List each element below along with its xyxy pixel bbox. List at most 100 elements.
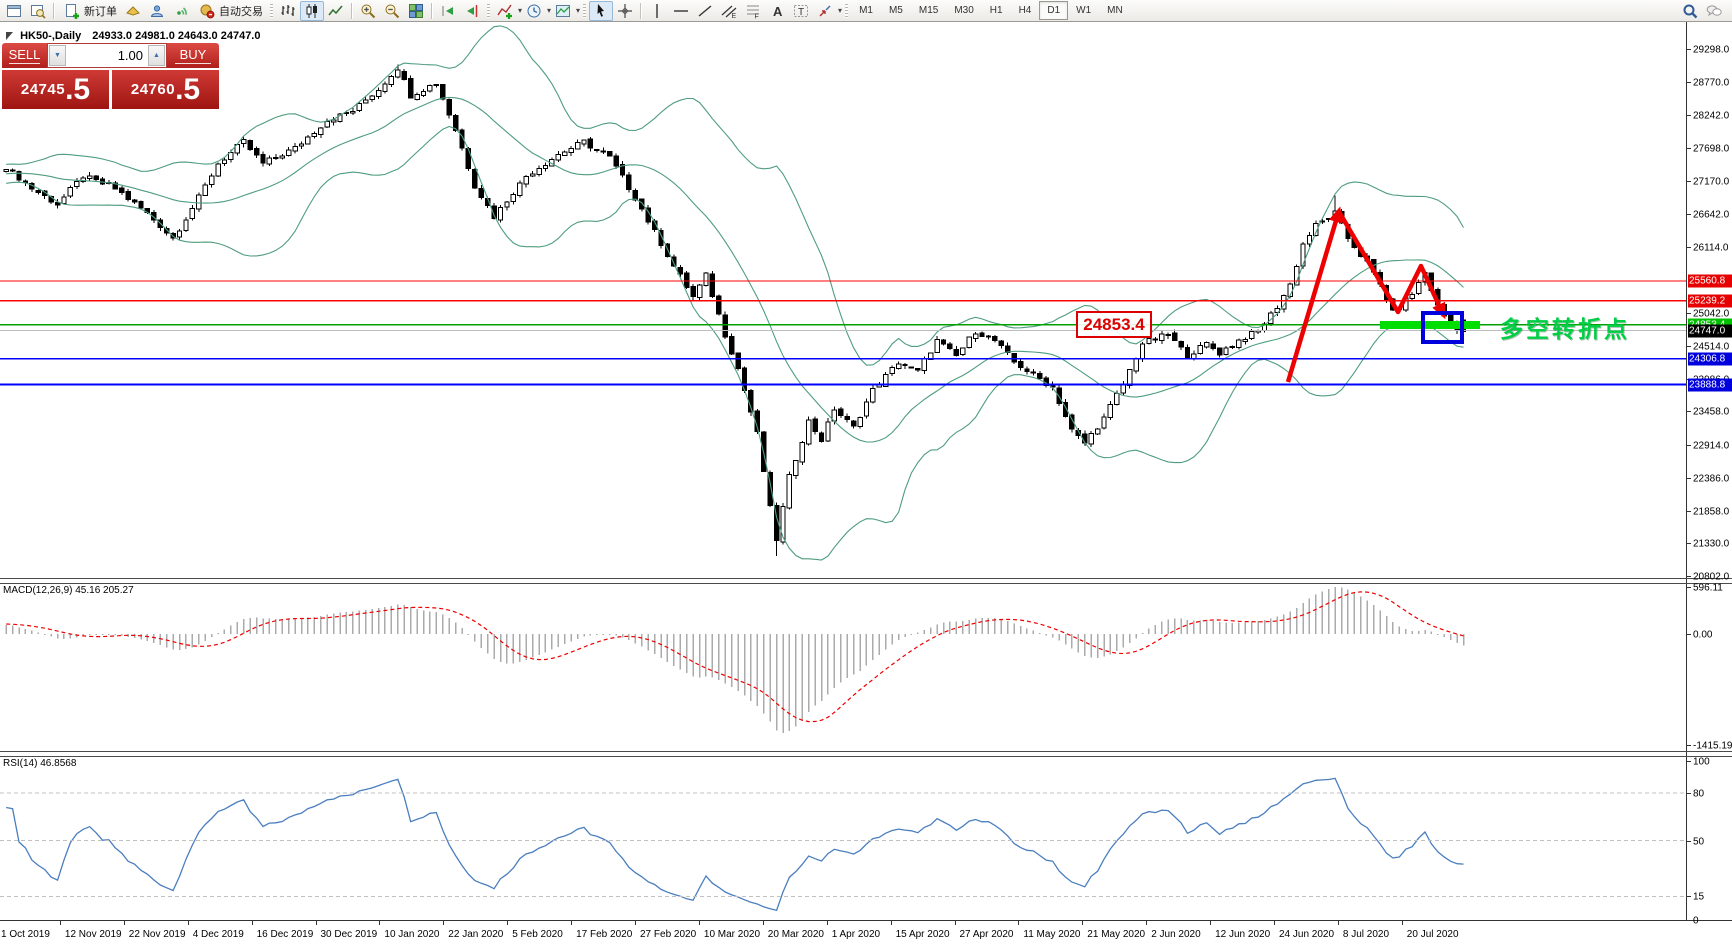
- sell-button[interactable]: SELL: [2, 43, 47, 68]
- price-axis-label: 26114.0: [1693, 242, 1729, 253]
- price-axis-label-tick: [1687, 181, 1691, 182]
- zoom-out-icon[interactable]: [380, 1, 404, 21]
- rsi-line: [6, 777, 1464, 912]
- community-icon[interactable]: [145, 1, 169, 21]
- price-level-lines[interactable]: [0, 280, 1686, 386]
- price-axis-label-tick: [1687, 247, 1691, 248]
- trend-arrow-up[interactable]: [1285, 206, 1343, 383]
- support-zone[interactable]: [1380, 321, 1480, 329]
- cursor-icon[interactable]: [589, 0, 614, 21]
- sell-button-label: SELL: [8, 47, 41, 62]
- price-flag-annotation[interactable]: 24853.4: [1076, 311, 1152, 338]
- price-axis-label-tick: [1687, 346, 1691, 347]
- price-axis-label: 20802.0: [1693, 571, 1730, 582]
- date-axis-tick: [1210, 921, 1212, 925]
- buy-price-tile[interactable]: 24760 .5: [112, 70, 219, 109]
- new-chart-icon[interactable]: [2, 1, 26, 21]
- date-axis-label: 24 Jun 2020: [1279, 929, 1335, 940]
- indicators-icon[interactable]: [493, 1, 517, 21]
- sell-price-tile[interactable]: 24745 .5: [2, 70, 109, 109]
- date-axis-label: 20 Mar 2020: [767, 929, 824, 940]
- chart-shift-marker-icon[interactable]: [6, 32, 13, 40]
- timeframe-button-mn[interactable]: MN: [1107, 5, 1123, 16]
- macd-axis-label: -1415.19: [1693, 740, 1732, 751]
- chart-shift-icon[interactable]: [460, 1, 484, 21]
- arrows-dropdown-caret[interactable]: ▾: [838, 6, 843, 15]
- trendline-tool-icon[interactable]: [693, 1, 717, 21]
- price-axis-label: 22386.0: [1693, 473, 1730, 484]
- auto-scroll-icon[interactable]: [436, 1, 460, 21]
- zoom-in-icon[interactable]: [356, 1, 380, 21]
- horizontal-line-tool-icon[interactable]: [669, 1, 693, 21]
- date-axis-tick: [315, 921, 317, 925]
- new-order-button[interactable]: 新订单: [58, 2, 121, 20]
- templates-icon[interactable]: [551, 1, 575, 21]
- buy-button[interactable]: BUY: [167, 43, 219, 68]
- price-axis-label-tick: [1687, 543, 1691, 544]
- bar-chart-icon[interactable]: [276, 1, 300, 21]
- toolbar: 新订单 自动交易 ▾ ▾ ▾ E F A T ▾ M1 M5 M15 M30 H1 H4 D…: [0, 0, 1732, 22]
- search-icon[interactable]: [1678, 1, 1702, 21]
- signals-icon[interactable]: [169, 1, 193, 21]
- profiles-icon[interactable]: [26, 1, 50, 21]
- svg-text:F: F: [755, 13, 759, 19]
- price-badge: 24747.0: [1688, 324, 1732, 338]
- one-click-trading-panel: SELL ▼ ▲ BUY 24745 .5 24760 .5: [2, 43, 219, 109]
- rsi-levels: [0, 792, 1686, 897]
- periods-clock-icon[interactable]: [522, 1, 546, 21]
- candlestick-chart-icon[interactable]: [300, 0, 324, 21]
- macd-axis-label-tick: [1687, 745, 1691, 746]
- indicators-dropdown-caret[interactable]: ▾: [518, 6, 523, 15]
- label-tool-icon[interactable]: T: [789, 1, 813, 21]
- timeframe-button-w1[interactable]: W1: [1076, 5, 1092, 16]
- date-axis-tick: [698, 921, 700, 925]
- date-axis-tick: [123, 921, 125, 925]
- price-axis-label-tick: [1687, 115, 1691, 116]
- arrows-tool-icon[interactable]: [813, 1, 837, 21]
- date-axis-tick: [251, 921, 253, 925]
- price-axis-label: 22914.0: [1693, 440, 1730, 451]
- chat-icon[interactable]: [1702, 1, 1726, 21]
- price-badge: 25239.2: [1688, 294, 1732, 308]
- volume-decrease-button[interactable]: ▼: [49, 45, 66, 66]
- text-tool-icon[interactable]: A: [765, 1, 789, 21]
- chart-symbol-period: HK50-,Daily: [20, 30, 82, 42]
- timeframe-button-m30[interactable]: M30: [954, 5, 974, 16]
- timeframe-button-h1[interactable]: H1: [989, 5, 1003, 16]
- templates-dropdown-caret[interactable]: ▾: [576, 6, 581, 15]
- price-axis-label-tick: [1687, 511, 1691, 512]
- timeframe-button-h4[interactable]: H4: [1018, 5, 1032, 16]
- date-axis-tick: [1082, 921, 1084, 925]
- autotrading-label: 自动交易: [219, 5, 263, 18]
- date-axis-tick: [762, 921, 764, 925]
- date-axis-label: 5 Feb 2020: [512, 929, 563, 940]
- trend-arrow-down[interactable]: [1336, 208, 1446, 320]
- buy-price-int: 24760: [130, 81, 176, 98]
- rsi-axis-label: 100: [1693, 756, 1710, 767]
- timeframe-button-d1[interactable]: D1: [1039, 1, 1069, 20]
- fibonacci-tool-icon[interactable]: F: [741, 1, 765, 21]
- volume-input[interactable]: [67, 44, 147, 67]
- crosshair-icon[interactable]: [613, 1, 637, 21]
- periods-dropdown-caret[interactable]: ▾: [547, 6, 552, 15]
- autotrading-button[interactable]: 自动交易: [193, 2, 267, 20]
- rsi-axis-label-tick: [1687, 761, 1691, 762]
- volume-increase-button[interactable]: ▲: [148, 45, 165, 66]
- note-annotation[interactable]: 多空转折点: [1500, 316, 1630, 342]
- timeframe-button-m1[interactable]: M1: [859, 5, 873, 16]
- drawing-objects[interactable]: [1285, 206, 1480, 383]
- sell-price-int: 24745: [20, 81, 66, 98]
- price-axis-label: 21330.0: [1693, 538, 1730, 549]
- price-axis-label-tick: [1687, 148, 1691, 149]
- metaeditor-icon[interactable]: [121, 1, 145, 21]
- line-chart-icon[interactable]: [324, 1, 348, 21]
- price-axis-label: 27698.0: [1693, 143, 1730, 154]
- consolidation-box[interactable]: [1421, 311, 1464, 344]
- tile-windows-icon[interactable]: [404, 1, 428, 21]
- rsi-axis-label: 15: [1693, 891, 1705, 902]
- timeframe-button-m5[interactable]: M5: [888, 5, 903, 16]
- timeframe-button-m15[interactable]: M15: [918, 5, 939, 16]
- vertical-line-tool-icon[interactable]: [645, 1, 669, 21]
- channel-tool-icon[interactable]: E: [717, 1, 741, 21]
